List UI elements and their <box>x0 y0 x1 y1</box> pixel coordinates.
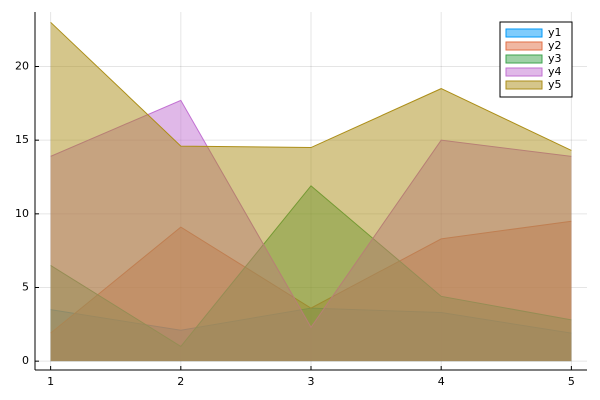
legend-swatch <box>505 67 543 77</box>
area-line <box>50 21 572 151</box>
legend-label: y4 <box>548 65 562 78</box>
legend-swatch <box>505 54 543 64</box>
legend-label: y1 <box>548 26 562 39</box>
area-fill <box>50 22 572 362</box>
x-tick-label: 2 <box>177 375 184 388</box>
y-tick-label: 0 <box>22 354 29 367</box>
legend-label: y5 <box>548 78 562 91</box>
x-tick-label: 4 <box>438 375 445 388</box>
y-tick-label: 5 <box>22 280 29 293</box>
y-tick-label: 10 <box>15 207 29 220</box>
legend-swatch <box>505 28 543 38</box>
y-tick-label: 15 <box>15 133 29 146</box>
legend-swatch <box>505 41 543 51</box>
x-tick-label: 5 <box>568 375 575 388</box>
x-tick-label: 3 <box>308 375 315 388</box>
y-tick-label: 20 <box>15 60 29 73</box>
legend-label: y3 <box>548 52 562 65</box>
legend-swatch <box>505 80 543 90</box>
x-tick-label: 1 <box>47 375 54 388</box>
legend-label: y2 <box>548 39 562 52</box>
